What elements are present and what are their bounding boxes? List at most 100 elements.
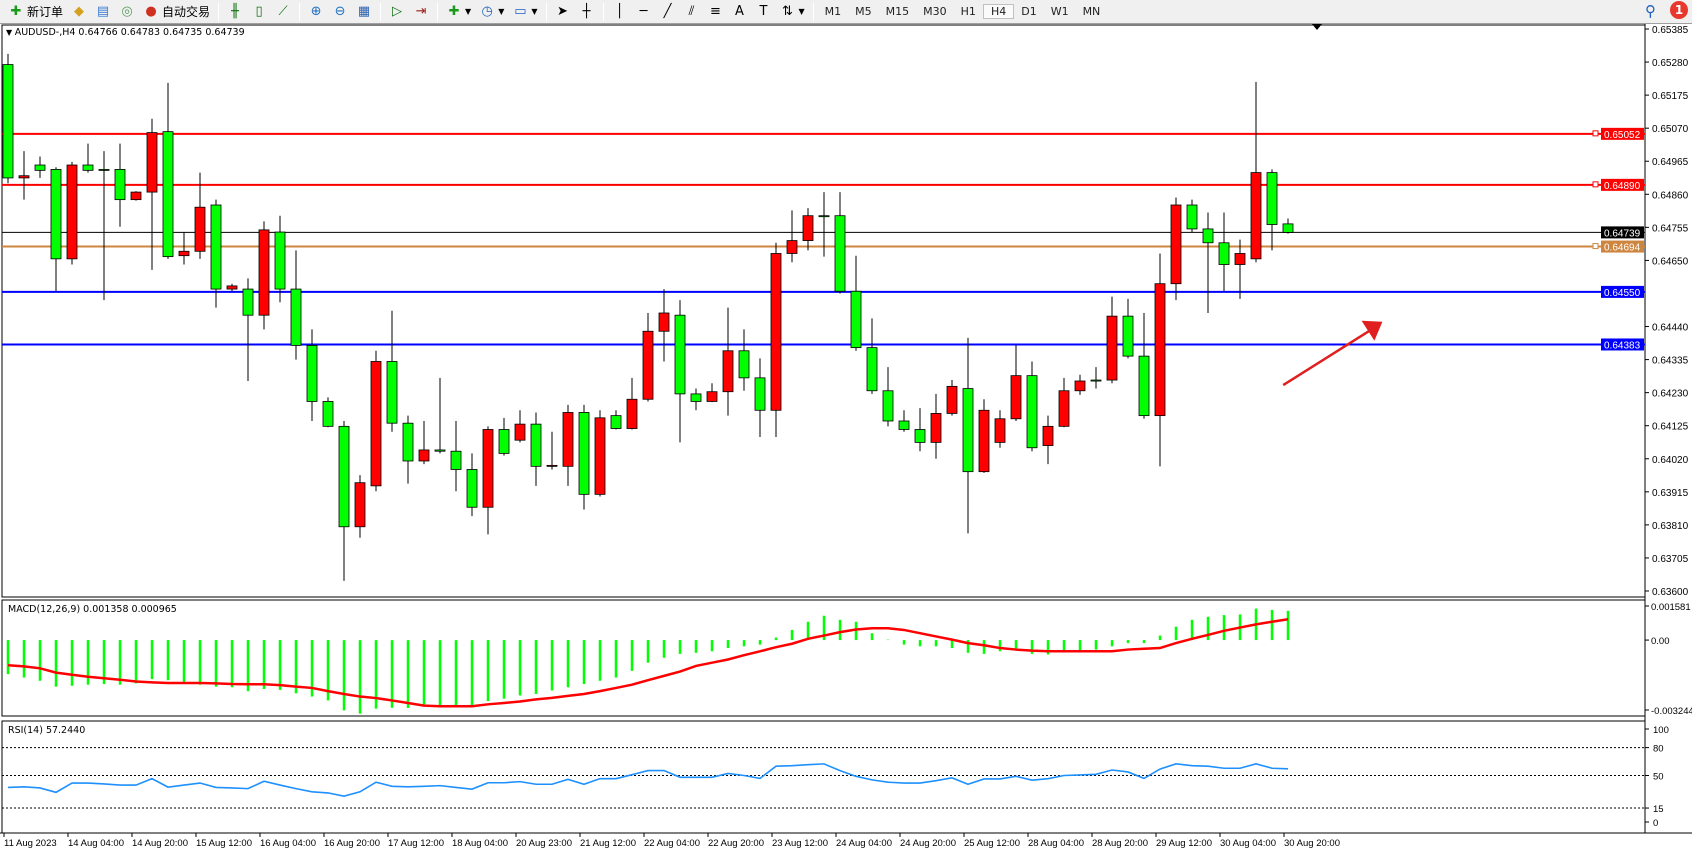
price-label-box: [1601, 338, 1644, 351]
timeframe-w1[interactable]: W1: [1050, 5, 1069, 18]
bearish-candle: [450, 450, 462, 470]
text-label-icon: T: [759, 3, 768, 19]
arrows-button[interactable]: ⇅ ▼: [776, 1, 809, 23]
chart-window[interactable]: 0.65385 0.65280 0.65175 0.65070 0.64965 0.648…: [0, 24, 1692, 851]
bearish-candle: [322, 401, 334, 427]
rsi-tick-label: 50: [1653, 772, 1664, 783]
indicators-icon: ✚: [448, 3, 460, 19]
market-watch-button[interactable]: ◆: [67, 1, 91, 23]
rsi-tick-label: 0: [1653, 818, 1658, 829]
collapse-triangle-icon[interactable]: ▼: [6, 28, 15, 37]
timeframe-mn[interactable]: MN: [1082, 5, 1101, 18]
bearish-candle: [882, 390, 894, 422]
price-label: 0.64739: [1604, 228, 1641, 239]
bearish-candle: [914, 429, 926, 443]
search-icon[interactable]: ⚲: [1645, 2, 1656, 20]
bullish-candle: [1074, 380, 1086, 392]
notification-badge[interactable]: 1: [1670, 1, 1688, 19]
price-tick-label: 0.64125: [1652, 422, 1689, 433]
horizontal-line-icon: ─: [639, 3, 648, 19]
bullish-candle: [194, 206, 206, 252]
bar-chart-icon: ╫: [231, 3, 239, 19]
bearish-candle: [610, 415, 622, 429]
dropdown-arrow-icon: ▼: [531, 7, 538, 16]
bearish-candle: [962, 388, 974, 473]
price-tick-label: 0.64440: [1652, 323, 1689, 334]
bullish-candle: [1042, 425, 1054, 446]
navigator-icon: ▤: [96, 3, 110, 19]
trendline-button[interactable]: ╱: [656, 1, 680, 23]
navigator-button[interactable]: ▤: [91, 1, 115, 23]
time-label: 23 Aug 12:00: [772, 838, 828, 849]
time-label: 24 Aug 20:00: [900, 838, 956, 849]
chart-shift-button[interactable]: ⇥: [409, 1, 433, 23]
timeframe-m5[interactable]: M5: [855, 5, 872, 18]
fibonacci-button[interactable]: ≡: [704, 1, 728, 23]
cursor-button[interactable]: ➤: [551, 1, 575, 23]
dropdown-arrow-icon: ▼: [465, 7, 472, 16]
zoom-in-button[interactable]: ⊕: [304, 1, 328, 23]
bearish-candle: [1266, 172, 1278, 225]
text-label-button[interactable]: T: [752, 1, 776, 23]
price-label: 0.64890: [1604, 181, 1641, 192]
timeframe-h1[interactable]: H1: [960, 5, 976, 18]
new-order-button[interactable]: ✚ 新订单: [4, 1, 67, 23]
rsi-panel: [1, 720, 1646, 834]
auto-trading-icon: ●: [145, 3, 157, 19]
timeframe-m1[interactable]: M1: [824, 5, 842, 18]
bearish-candle: [82, 164, 94, 171]
price-label: 0.64694: [1604, 243, 1641, 254]
bearish-candle: [1186, 204, 1198, 230]
templates-button[interactable]: ▭ ▼: [508, 1, 541, 23]
equidistant-channel-button[interactable]: ⫽: [680, 1, 704, 23]
zoom-out-icon: ⊖: [334, 3, 346, 19]
time-label: 18 Aug 04:00: [452, 838, 508, 849]
vertical-line-button[interactable]: │: [608, 1, 632, 23]
bearish-candle: [338, 425, 350, 528]
price-label-box: [1601, 178, 1644, 191]
chart-canvas[interactable]: 0.65385 0.65280 0.65175 0.65070 0.64965 0.648…: [0, 24, 1692, 851]
timeframe-h4[interactable]: H4: [982, 4, 1015, 19]
tile-windows-button[interactable]: ▦: [352, 1, 376, 23]
tile-windows-icon: ▦: [357, 3, 371, 19]
rsi-title: RSI(14) 57.2440: [8, 725, 86, 736]
time-label: 16 Aug 20:00: [324, 838, 380, 849]
dropdown-arrow-icon: ▼: [798, 7, 805, 16]
bearish-candle: [850, 290, 862, 349]
horizontal-line-button[interactable]: ─: [632, 1, 656, 23]
timeframe-m30[interactable]: M30: [923, 5, 947, 18]
auto-scroll-button[interactable]: ▷: [385, 1, 409, 23]
new-order-icon: ✚: [10, 3, 22, 19]
candlestick-button[interactable]: ▯: [247, 1, 271, 23]
toolbar-separator: [602, 2, 604, 21]
bar-chart-button[interactable]: ╫: [223, 1, 247, 23]
bearish-candle: [2, 64, 14, 179]
bullish-candle: [642, 330, 654, 400]
bearish-candle: [1090, 379, 1102, 382]
time-label: 14 Aug 04:00: [68, 838, 124, 849]
auto-trading-label: 自动交易: [162, 5, 211, 19]
bearish-candle: [466, 469, 478, 508]
price-label-box: [1601, 127, 1644, 140]
indicators-button[interactable]: ✚ ▼: [442, 1, 475, 23]
time-label: 30 Aug 20:00: [1284, 838, 1340, 849]
bullish-candle: [722, 350, 734, 393]
bullish-candle: [946, 385, 958, 414]
crosshair-button[interactable]: ┼: [575, 1, 599, 23]
periods-button[interactable]: ◷ ▼: [475, 1, 508, 23]
timeframe-m15[interactable]: M15: [885, 5, 910, 18]
bullish-candle: [226, 285, 238, 290]
text-button[interactable]: A: [728, 1, 752, 23]
time-label: 11 Aug 2023: [4, 838, 57, 849]
auto-trading-button[interactable]: ● 自动交易: [139, 1, 214, 23]
time-label: 16 Aug 04:00: [260, 838, 316, 849]
time-label: 22 Aug 20:00: [708, 838, 764, 849]
toolbar-separator: [545, 2, 547, 21]
line-chart-button[interactable]: ⟋: [271, 1, 295, 23]
timeframe-d1[interactable]: D1: [1021, 5, 1037, 18]
bullish-candle: [802, 215, 814, 241]
signals-button[interactable]: ◎: [115, 1, 139, 23]
bullish-candle: [1250, 172, 1262, 260]
price-label: 0.64550: [1604, 288, 1641, 299]
zoom-out-button[interactable]: ⊖: [328, 1, 352, 23]
